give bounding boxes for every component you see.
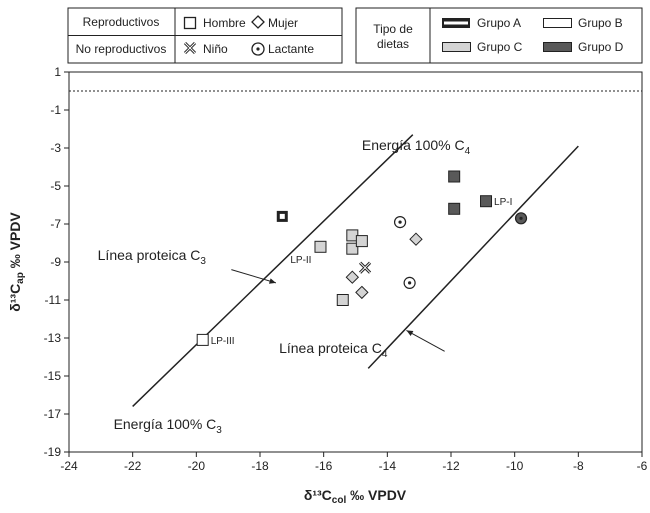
data-point-square: [346, 242, 359, 255]
data-point-square: [448, 202, 461, 215]
data-point-diamond: [345, 270, 360, 284]
data-points: LP-III LP-II LP-I: [196, 170, 528, 347]
line-annotation: Línea proteica C4: [279, 340, 388, 360]
y-tick-label: -17: [44, 407, 62, 421]
data-point-square: [355, 235, 368, 248]
protein-line-c4: [367, 145, 579, 369]
point-label: LP-II: [290, 255, 311, 266]
x-tick-label: -10: [506, 459, 524, 473]
group-b-swatch: [543, 18, 572, 28]
x-tick-label: -16: [315, 459, 333, 473]
diamond-icon: [251, 15, 265, 29]
y-tick-label: -15: [44, 369, 62, 383]
y-tick-label: -1: [50, 103, 61, 117]
data-point-square: [276, 210, 288, 222]
y-tick-label: -3: [50, 141, 61, 155]
line-annotation: Energía 100% C3: [114, 416, 223, 436]
legend-diet-title-2: dietas: [377, 37, 409, 51]
legend-nino-label: Niño: [203, 42, 228, 56]
y-tick-label: -5: [50, 179, 61, 193]
x-tick-label: -24: [60, 459, 78, 473]
legend-group-a-label: Grupo A: [477, 16, 521, 30]
legend-body-type: Reproductivos No reproductivos Hombre Mu…: [67, 7, 343, 64]
data-point-square: LP-I: [480, 195, 512, 208]
legend-lactante-label: Lactante: [268, 42, 314, 56]
cross-icon: [183, 41, 197, 55]
arrowhead: [406, 330, 414, 336]
legend-hombre-label: Hombre: [203, 16, 246, 30]
dot-circle-icon: [251, 42, 265, 56]
legend-group-c-label: Grupo C: [477, 40, 523, 54]
data-point-dotcircle: [514, 212, 528, 225]
x-tick-label: -20: [188, 459, 206, 473]
y-tick-label: -13: [44, 331, 62, 345]
legend-diet-title-1: Tipo de: [373, 22, 413, 36]
y-tick-label: -9: [50, 255, 61, 269]
y-tick-label: -11: [45, 293, 62, 307]
legend-mujer-label: Mujer: [268, 16, 298, 30]
y-axis-title: δ¹³Cap ‰ VPDV: [7, 212, 26, 312]
data-point-diamond: [355, 285, 369, 300]
line-annotation: Línea proteica C3: [98, 247, 207, 267]
legend-reproductivos-label: Reproductivos: [83, 15, 160, 29]
data-point-square: [336, 294, 349, 306]
data-point-dotcircle: [393, 216, 407, 229]
axis-ticks: -24 -22 -20 -18 -16 -14 -12 -10 -8 -6 1 -1 -3 -5 -7 -9 -…: [44, 65, 648, 473]
svg-text:δ¹³Ccol ‰ VPDV: δ¹³Ccol ‰ VPDV: [304, 487, 407, 506]
point-label: LP-III: [211, 336, 235, 347]
line-annotations: Energía 100% C4 Línea proteica C3 Línea pr…: [98, 137, 471, 436]
legend-group-b-label: Grupo B: [578, 16, 623, 30]
x-tick-label: -12: [442, 459, 460, 473]
data-point-square: [448, 170, 461, 183]
legend-group-d-label: Grupo D: [578, 40, 624, 54]
group-a-swatch: [442, 18, 470, 28]
protein-line-c3: [132, 134, 414, 407]
x-tick-label: -14: [379, 459, 397, 473]
y-tick-label: -7: [50, 217, 61, 231]
annotation-arrow: [406, 329, 445, 352]
group-c-swatch: [442, 42, 471, 52]
legend-no-reproductivos-label: No reproductivos: [76, 42, 167, 56]
y-tick-label: 1: [54, 65, 61, 79]
point-label: LP-I: [494, 197, 512, 208]
svg-text:δ¹³Cap ‰ VPDV: δ¹³Cap ‰ VPDV: [7, 212, 26, 312]
annotation-arrow: [231, 269, 277, 284]
square-icon: [183, 16, 197, 30]
line-annotation: Energía 100% C4: [362, 137, 471, 157]
x-tick-label: -22: [124, 459, 142, 473]
diet-lines: [132, 134, 579, 407]
x-tick-label: -18: [251, 459, 269, 473]
data-point-dotcircle: [403, 276, 416, 289]
data-point-cross: [358, 261, 372, 274]
group-d-swatch: [543, 42, 572, 52]
x-axis-title: δ¹³Ccol ‰ VPDV: [304, 487, 407, 506]
x-tick-label: -6: [637, 459, 648, 473]
data-point-diamond: [409, 232, 423, 246]
legend-diet-type: Tipo de dietas Grupo A Grupo B Grupo C G…: [355, 7, 643, 64]
data-point-square: LP-II: [290, 240, 327, 266]
x-tick-label: -8: [573, 459, 584, 473]
arrowhead: [268, 278, 276, 284]
data-point-square: LP-III: [196, 333, 235, 347]
y-tick-label: -19: [44, 445, 62, 459]
